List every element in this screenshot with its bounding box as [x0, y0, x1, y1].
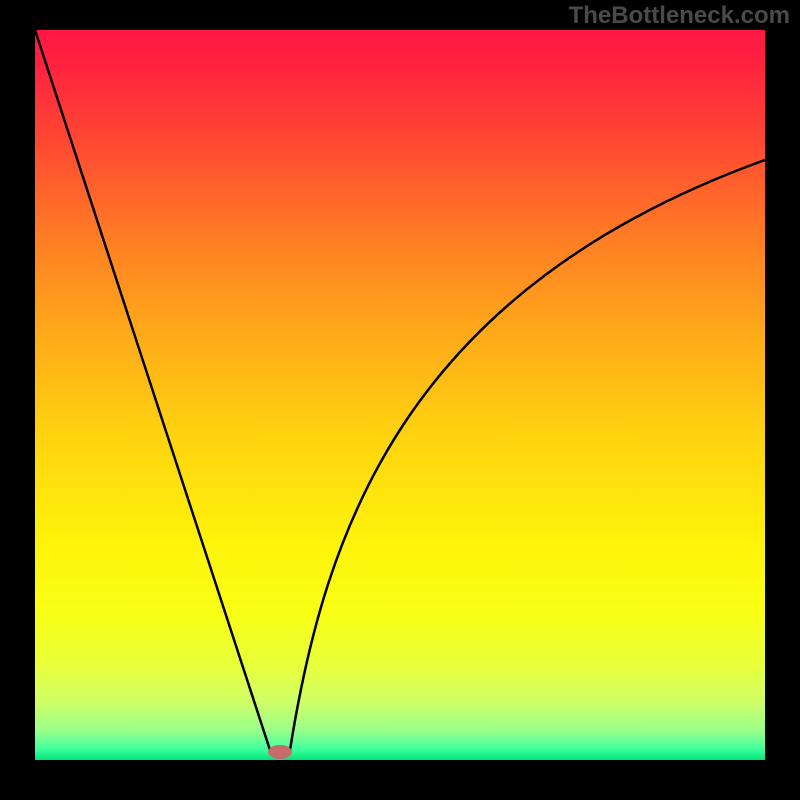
vertex-marker — [268, 745, 292, 759]
chart-background — [35, 30, 765, 760]
watermark-text: TheBottleneck.com — [569, 2, 790, 30]
plot-area — [35, 30, 765, 760]
chart-svg — [35, 30, 765, 760]
chart-container: { "watermark": "TheBottleneck.com", "cha… — [0, 0, 800, 800]
